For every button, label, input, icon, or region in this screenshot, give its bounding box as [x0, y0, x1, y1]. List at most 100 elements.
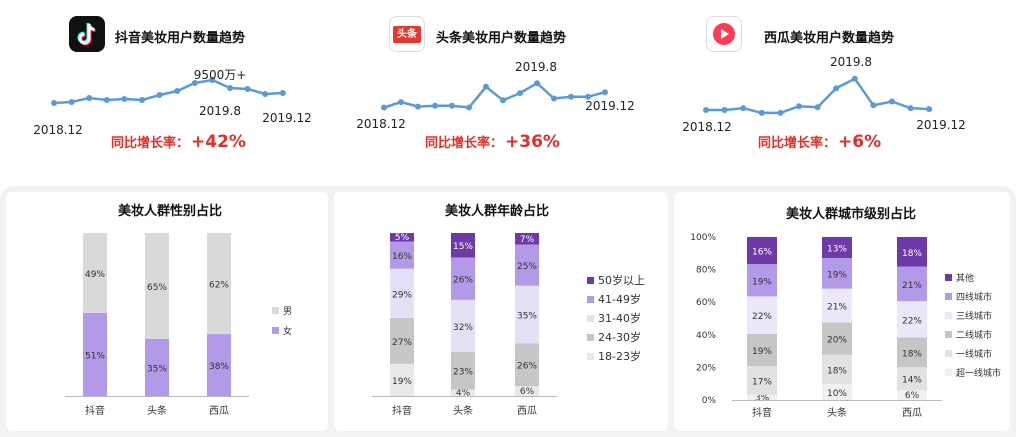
- legend-label: 31-40岁: [598, 311, 641, 325]
- bar-data-label: 38%: [209, 362, 229, 372]
- bar-segment: [822, 237, 852, 258]
- bar-segment: [747, 237, 777, 265]
- bar-segment: [747, 366, 777, 395]
- bar-data-label: 22%: [902, 316, 922, 326]
- trend-label: 9500万+: [194, 68, 247, 82]
- legend-label: 二线城市: [956, 329, 992, 341]
- bar-data-label: 25%: [517, 262, 537, 272]
- bar-segment: [390, 363, 414, 396]
- trend-point: [86, 95, 93, 101]
- bar-segment: [83, 233, 107, 313]
- legend-label: 女: [283, 325, 292, 337]
- legend-label: 四线城市: [956, 291, 992, 303]
- bar-segment: [747, 264, 777, 297]
- category-label: 西瓜: [517, 405, 537, 417]
- legend-swatch: [587, 296, 594, 303]
- age-chart-title: 美妆人群年龄占比: [445, 204, 550, 219]
- bar-segment: [897, 367, 927, 391]
- stacked-bar-chart-0: 51% 49% 抖音 35% 65% 头条 38% 62% 西瓜 男女: [65, 233, 292, 417]
- trend-label: 2018.12: [682, 120, 732, 134]
- trend-point: [703, 107, 709, 114]
- bar-data-label: 19%: [827, 270, 847, 280]
- bar-data-label: 16%: [392, 252, 412, 262]
- trend-point: [517, 90, 523, 97]
- bar-segment: [822, 257, 852, 289]
- bar-data-label: 51%: [85, 351, 105, 361]
- trend-point: [398, 99, 404, 106]
- bar-segment: [515, 233, 539, 245]
- bar-segment: [515, 343, 539, 387]
- legend-swatch: [272, 307, 279, 314]
- bar-segment: [897, 390, 927, 400]
- trend-label: 2019.8: [199, 104, 241, 118]
- bar-segment: [207, 233, 231, 335]
- trend-point: [851, 75, 858, 82]
- trend-point: [227, 85, 233, 91]
- trend-point: [483, 83, 489, 90]
- category-label: 头条: [827, 406, 847, 419]
- gender-chart-title: 美妆人群性别占比: [118, 204, 223, 219]
- bar-segment: [515, 244, 539, 286]
- bar-segment: [822, 288, 852, 323]
- bar-segment: [390, 241, 414, 269]
- trend-point: [568, 93, 574, 100]
- douyin-logo-icon: [69, 16, 105, 52]
- bar-segment: [822, 354, 852, 384]
- bar-segment: [822, 383, 852, 400]
- bar-data-label: 65%: [147, 283, 167, 293]
- toutiao-growth: 同比增长率： +36%: [425, 132, 560, 152]
- trend-point: [174, 88, 181, 94]
- bar-segment: [390, 233, 414, 242]
- y-tick-label: 80%: [696, 266, 716, 276]
- bar-segment: [897, 301, 927, 338]
- category-label: 抖音: [752, 406, 772, 419]
- bar-data-label: 26%: [517, 362, 537, 372]
- bar-data-label: 26%: [453, 276, 473, 286]
- y-tick-label: 20%: [696, 363, 716, 373]
- legend-swatch: [587, 315, 594, 322]
- trend-label: 2019.12: [262, 111, 312, 125]
- trend-point: [209, 77, 216, 83]
- bar-data-label: 13%: [827, 244, 847, 254]
- trend-point: [907, 105, 914, 112]
- bar-data-label: 21%: [902, 281, 922, 291]
- bar-data-label: 35%: [517, 312, 537, 322]
- legend-swatch: [587, 277, 594, 284]
- trend-point: [833, 85, 840, 92]
- trend-point: [551, 95, 557, 102]
- bar-segment: [451, 351, 475, 390]
- bar-data-label: 7%: [520, 235, 535, 245]
- growth-value: +42%: [191, 132, 246, 152]
- stacked-bar-chart-2: 3% 17% 19% 22% 19% 16% 抖音 10% 18% 20% 21% 19% 13% 头条 6…: [690, 233, 1001, 419]
- legend-swatch: [945, 350, 952, 357]
- bar-data-label: 32%: [453, 323, 473, 333]
- bar-segment: [451, 389, 475, 396]
- bar-data-label: 18%: [902, 349, 922, 359]
- bar-data-label: 49%: [85, 270, 105, 280]
- category-label: 西瓜: [209, 405, 229, 417]
- trend-point: [534, 80, 540, 87]
- bar-data-label: 6%: [520, 387, 535, 397]
- trend-point: [432, 102, 438, 109]
- bar-data-label: 35%: [147, 364, 167, 374]
- y-tick-label: 100%: [690, 233, 716, 243]
- trend-point: [740, 105, 747, 112]
- trend-label: 2019.8: [515, 60, 557, 74]
- trend-point: [466, 104, 472, 111]
- trend-point: [721, 107, 728, 114]
- category-label: 西瓜: [902, 407, 922, 419]
- y-tick-label: 40%: [696, 331, 716, 341]
- stacked-bar-chart-1: 19% 27% 29% 16% 5% 抖音 4% 23% 32% 26% 15% 头条 6% 26% 35%…: [372, 233, 645, 417]
- toutiao-logo-icon: 头条: [389, 16, 425, 52]
- bar-data-label: 15%: [453, 242, 473, 252]
- y-tick-label: 60%: [696, 298, 716, 308]
- trend-point: [191, 80, 198, 86]
- legend-label: 18-23岁: [598, 349, 641, 363]
- trend-point: [870, 102, 877, 109]
- trend-point: [796, 103, 802, 110]
- trend-point: [279, 90, 286, 96]
- trend-point: [415, 103, 421, 110]
- bar-segment: [390, 268, 414, 318]
- city-chart-title: 美妆人群城市级别占比: [786, 207, 917, 222]
